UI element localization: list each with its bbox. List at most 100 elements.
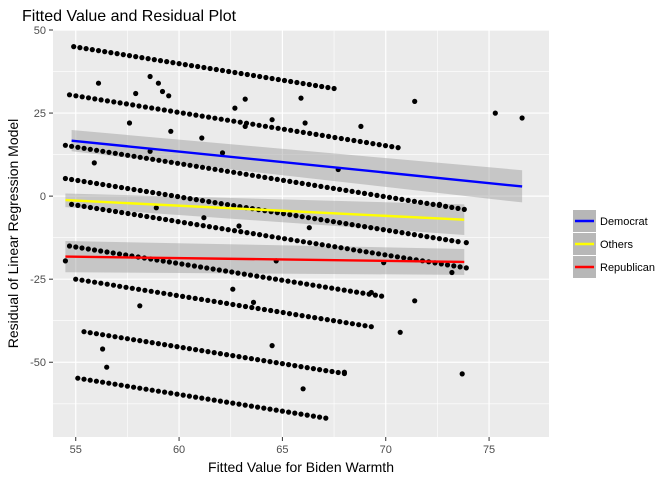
data-point — [436, 236, 442, 242]
data-point — [182, 62, 188, 68]
data-point — [376, 251, 382, 257]
data-point — [156, 157, 162, 163]
data-point — [349, 222, 355, 228]
data-point — [412, 98, 418, 104]
data-point — [463, 240, 469, 246]
data-point — [236, 302, 242, 309]
data-point — [274, 176, 280, 182]
data-point — [85, 95, 92, 101]
data-point — [162, 342, 168, 348]
data-point — [112, 208, 119, 215]
data-point — [186, 294, 192, 300]
data-point — [133, 54, 139, 60]
data-point — [143, 339, 149, 345]
data-point — [104, 249, 110, 255]
data-point — [355, 189, 361, 195]
data-point — [294, 79, 300, 86]
data-point — [81, 376, 87, 382]
chart-title: Fitted Value and Residual Plot — [22, 8, 237, 25]
data-point — [211, 350, 217, 356]
data-point — [298, 95, 304, 101]
data-point — [297, 280, 304, 286]
data-point — [149, 340, 155, 346]
data-point — [211, 397, 217, 403]
data-point — [393, 195, 399, 201]
data-point — [242, 303, 249, 310]
data-point — [250, 231, 256, 237]
data-point — [302, 120, 308, 126]
data-point — [418, 233, 424, 239]
data-point — [198, 264, 204, 270]
data-point — [268, 307, 274, 314]
data-point — [242, 402, 248, 408]
data-point — [230, 301, 236, 308]
data-point — [173, 260, 179, 266]
data-point — [174, 109, 180, 115]
data-point — [269, 343, 275, 349]
data-point — [363, 249, 369, 255]
data-point — [87, 330, 93, 336]
data-point — [354, 289, 360, 295]
data-point — [180, 110, 186, 116]
data-point — [142, 287, 148, 293]
data-point — [444, 262, 451, 268]
data-point — [224, 300, 230, 306]
data-point — [411, 198, 417, 204]
data-point — [173, 292, 179, 298]
data-point — [225, 227, 231, 233]
data-point — [81, 203, 87, 209]
data-point — [123, 101, 129, 107]
data-point — [376, 142, 382, 148]
data-point — [300, 239, 306, 245]
data-point — [114, 51, 120, 57]
data-point — [230, 286, 236, 292]
legend-label: Others — [600, 239, 634, 251]
data-point — [136, 103, 142, 109]
data-point — [175, 193, 181, 200]
data-point — [118, 382, 124, 388]
data-point — [267, 406, 273, 412]
data-point — [175, 219, 181, 225]
data-point — [118, 335, 124, 341]
data-point — [91, 160, 97, 166]
data-point — [224, 117, 231, 123]
data-point — [229, 269, 235, 275]
data-point — [399, 196, 405, 202]
data-point — [186, 393, 192, 399]
data-point — [317, 367, 323, 373]
data-point — [280, 309, 286, 316]
data-point — [212, 115, 218, 121]
data-point — [285, 278, 291, 284]
data-point — [155, 388, 161, 394]
data-point — [269, 117, 275, 123]
data-point — [274, 308, 280, 315]
data-point — [519, 115, 525, 121]
data-point — [424, 200, 430, 206]
data-point — [329, 285, 335, 291]
data-point — [281, 126, 287, 132]
data-point — [299, 214, 305, 220]
data-point — [100, 206, 106, 213]
data-point — [256, 173, 262, 179]
data-point — [313, 131, 319, 137]
data-point — [199, 395, 205, 401]
data-point — [118, 151, 125, 157]
data-point — [104, 281, 110, 287]
data-point — [261, 405, 267, 411]
data-point — [212, 166, 218, 172]
data-point — [300, 80, 306, 87]
data-point — [325, 243, 332, 249]
data-point — [305, 314, 311, 320]
data-point — [449, 269, 455, 276]
data-point — [242, 355, 248, 361]
data-point — [198, 296, 205, 302]
data-point — [310, 413, 316, 419]
data-point — [168, 192, 174, 199]
data-point — [180, 345, 186, 351]
data-point — [451, 263, 457, 269]
data-point — [194, 222, 200, 228]
data-point — [106, 149, 112, 155]
data-point — [85, 246, 91, 252]
data-point — [95, 48, 102, 54]
data-point — [79, 94, 85, 100]
